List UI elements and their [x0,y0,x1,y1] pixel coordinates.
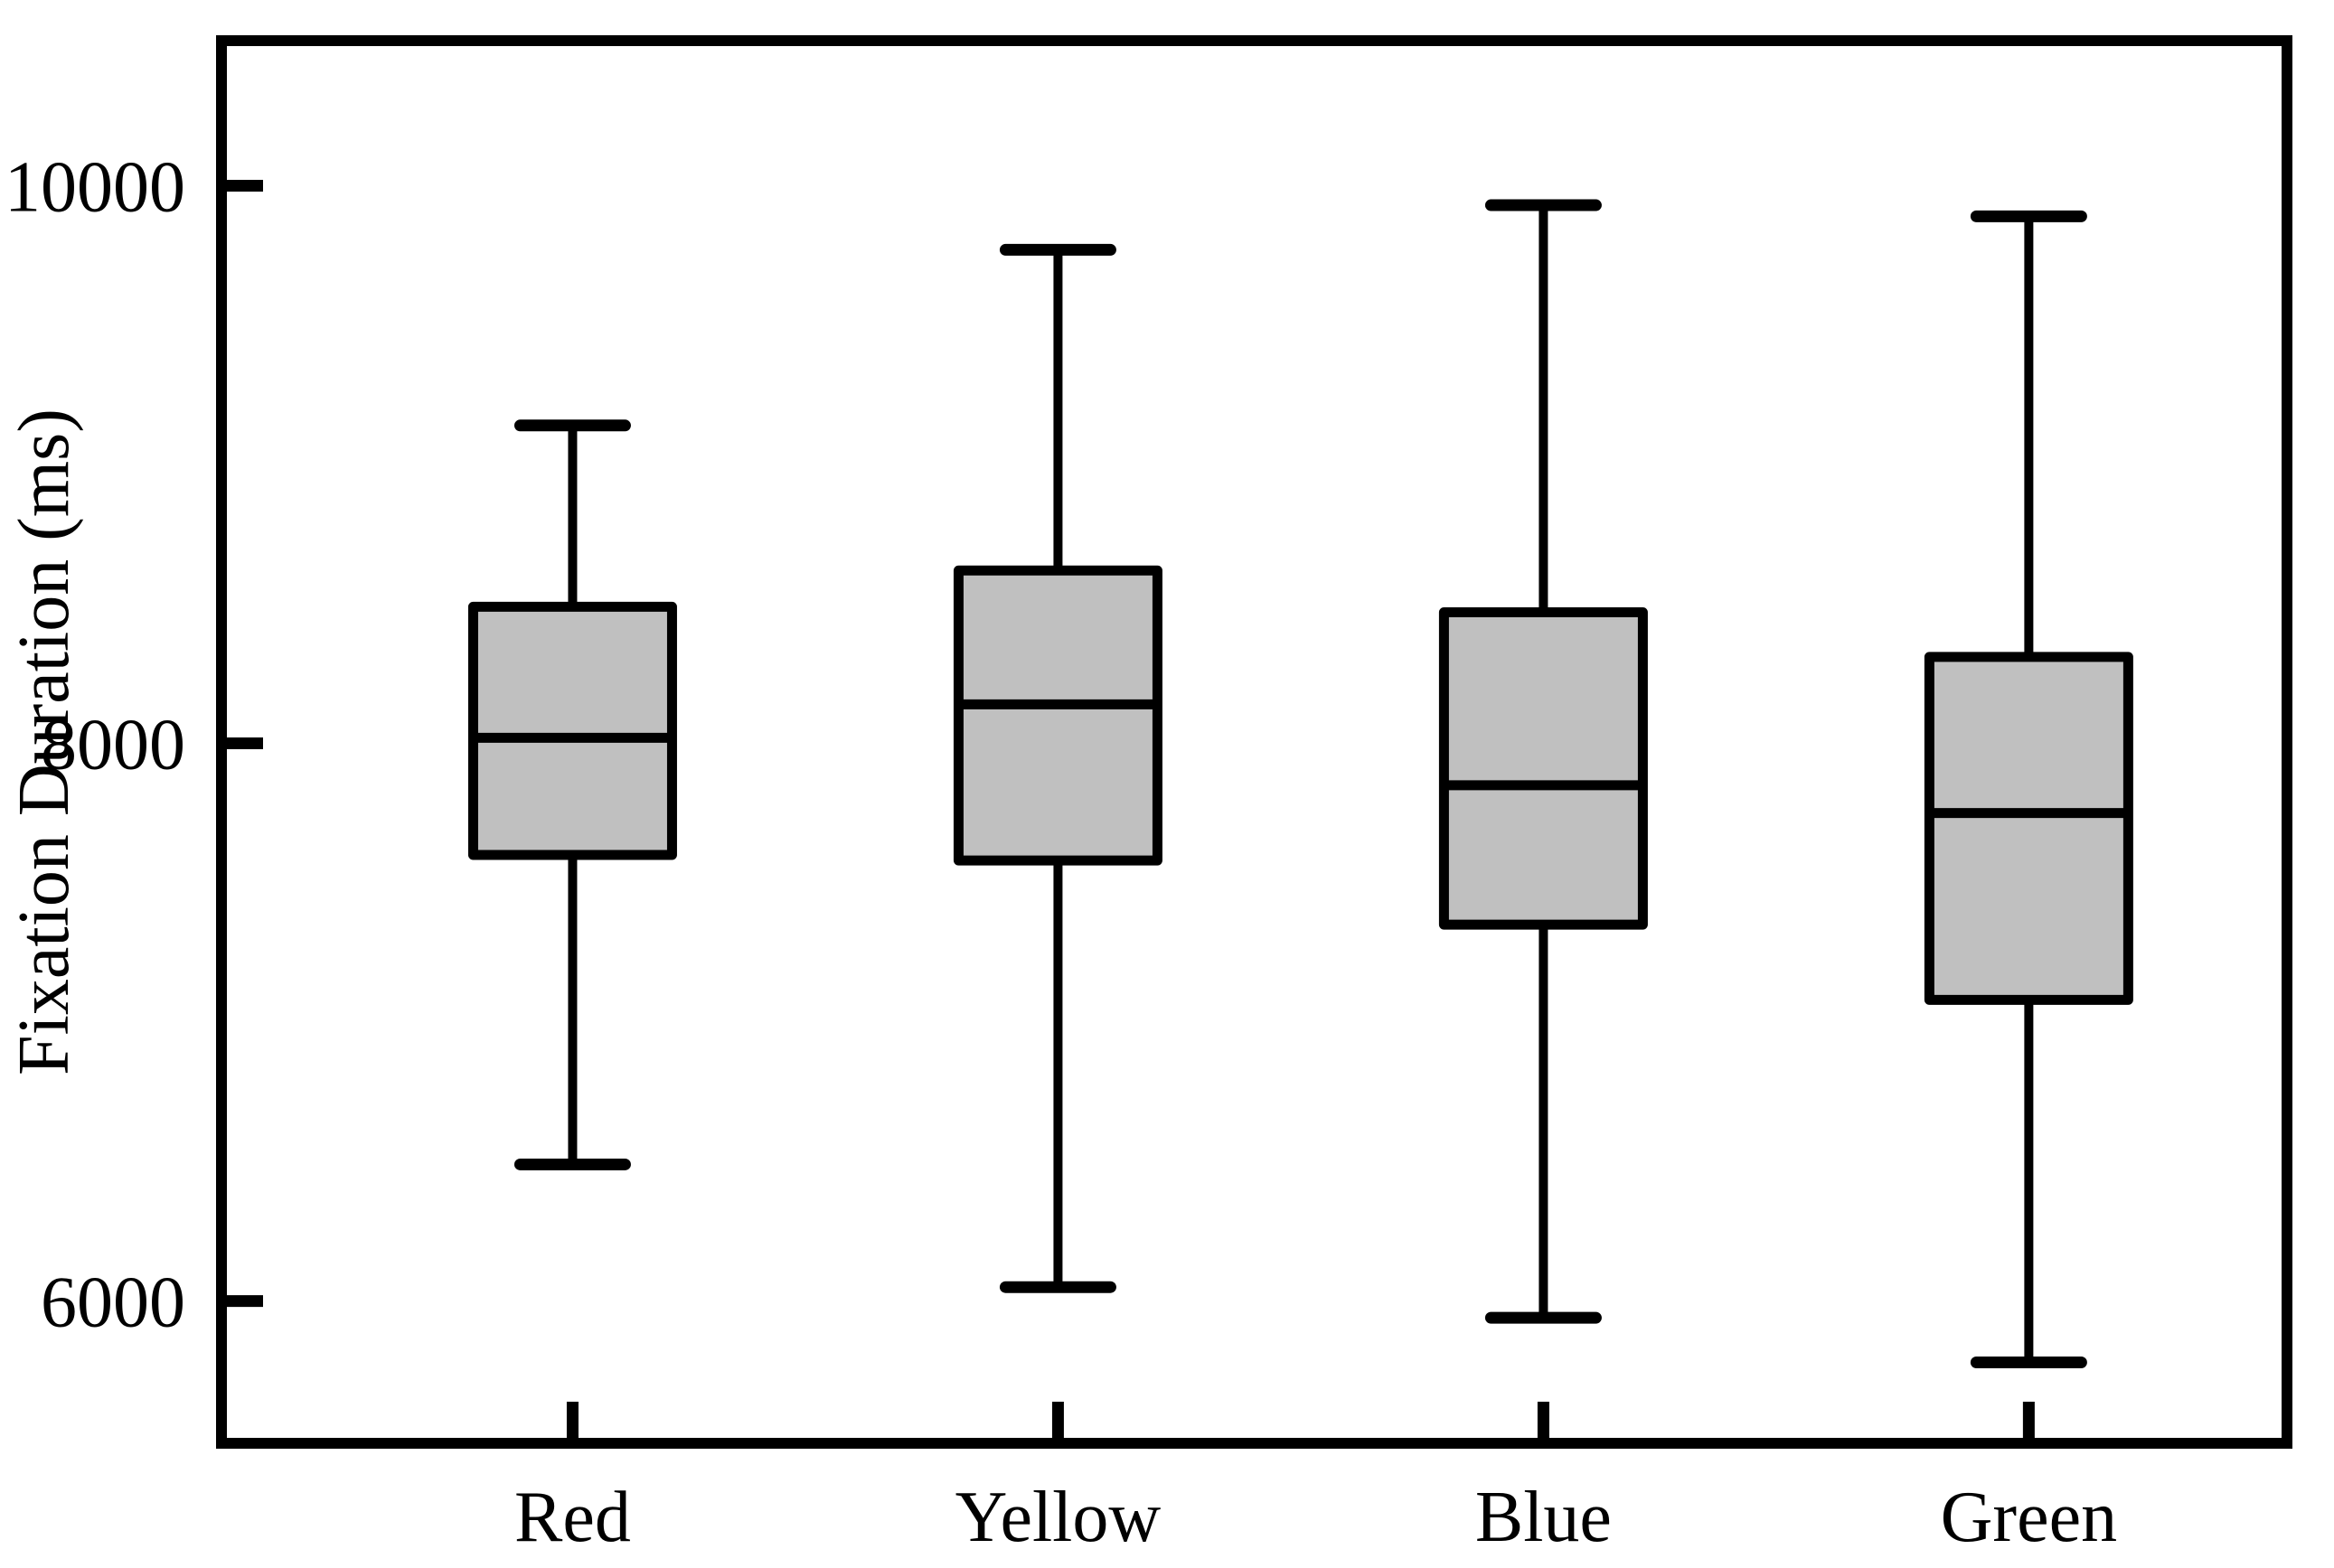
x-tick-label: Yellow [955,1478,1162,1557]
x-tick-label: Blue [1475,1478,1612,1557]
x-tick-label: Green [1941,1478,2117,1557]
iqr-box [467,601,677,860]
box-green [1924,210,2133,1369]
iqr-box [953,565,1162,866]
box-red [467,419,677,1170]
y-tick-label: 10000 [5,147,185,227]
box-blue [1438,199,1648,1324]
iqr-box [1438,607,1648,930]
box-yellow [953,243,1162,1293]
iqr-box [1924,652,2133,1005]
y-axis-label: Fixation Duration (ms) [5,408,84,1075]
y-tick-label: 8000 [41,706,185,785]
x-tick-label: Red [514,1478,631,1557]
y-tick-label: 6000 [41,1263,185,1343]
